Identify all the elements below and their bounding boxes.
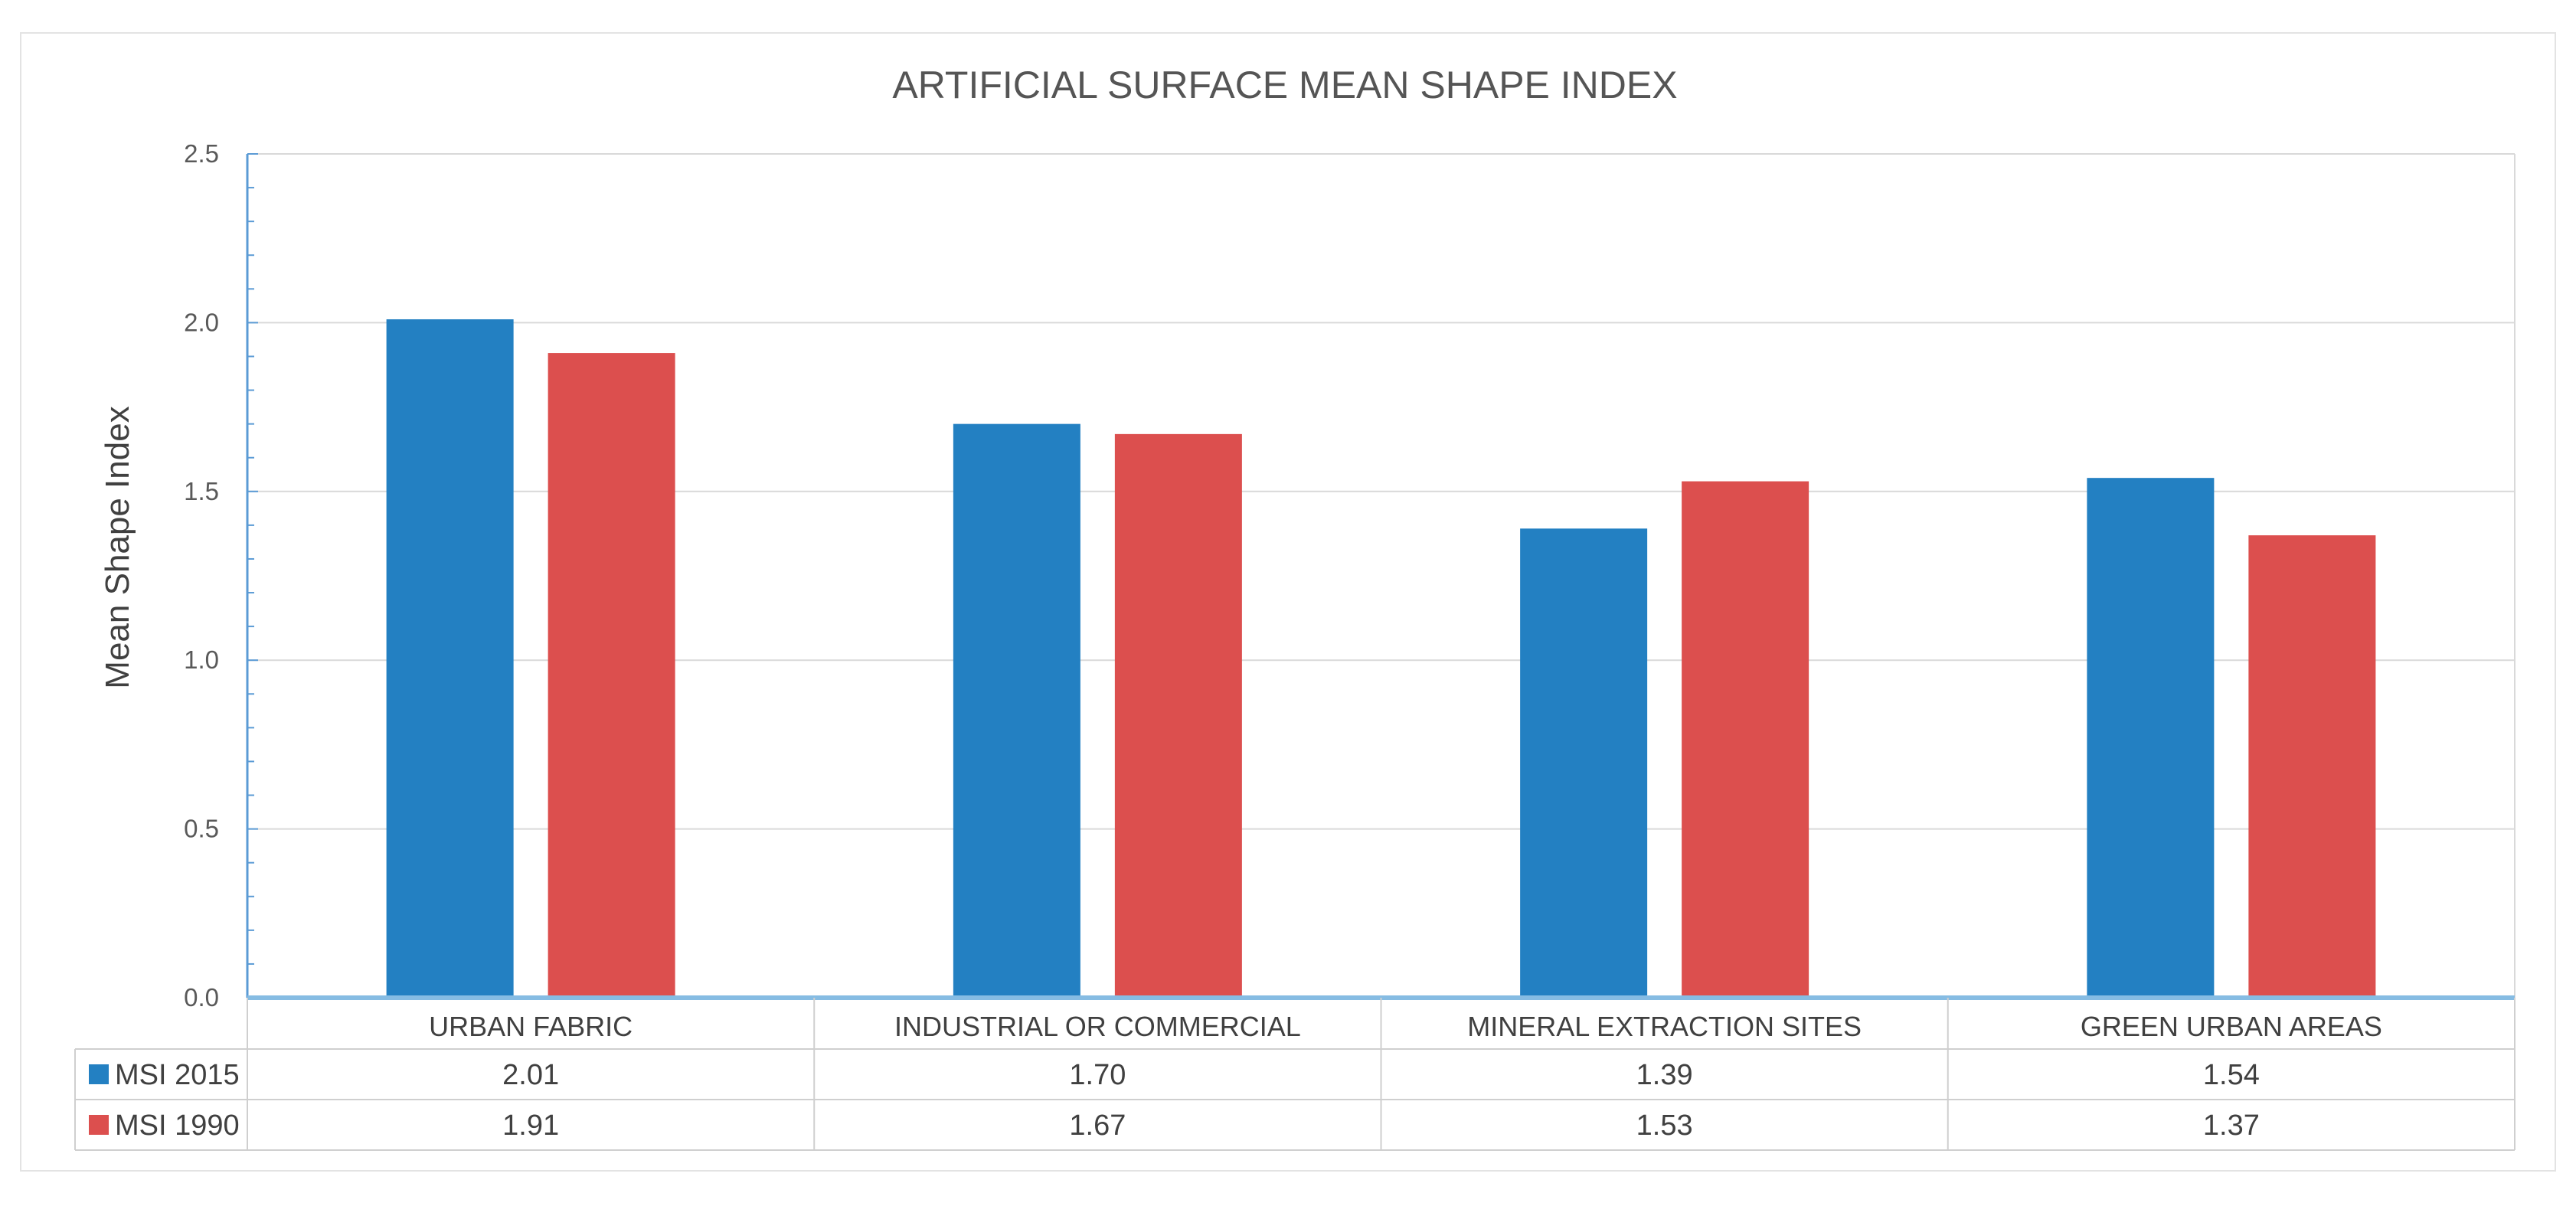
legend-swatch — [89, 1064, 109, 1084]
y-axis-label: Mean Shape Index — [99, 406, 136, 688]
data-label: 1.67 — [1069, 1110, 1126, 1142]
category-label: GREEN URBAN AREAS — [2081, 1011, 2382, 1042]
bar — [1682, 481, 1809, 998]
data-label: 1.54 — [2203, 1059, 2260, 1091]
legend-label: MSI 1990 — [115, 1110, 240, 1142]
bar — [548, 353, 675, 998]
bar — [2248, 535, 2376, 998]
y-tick-label: 1.5 — [184, 477, 219, 505]
category-label: INDUSTRIAL OR COMMERCIAL — [894, 1011, 1301, 1042]
bar — [1520, 528, 1648, 998]
category-label: MINERAL EXTRACTION SITES — [1467, 1011, 1862, 1042]
y-tick-label: 1.0 — [184, 645, 219, 674]
data-label: 2.01 — [502, 1059, 559, 1091]
bar — [2087, 478, 2215, 998]
data-label: 1.37 — [2203, 1110, 2260, 1142]
legend-label: MSI 2015 — [115, 1059, 240, 1091]
y-tick-label: 0.5 — [184, 815, 219, 843]
y-tick-label: 0.0 — [184, 983, 219, 1012]
data-label: 1.39 — [1636, 1059, 1693, 1091]
data-label: 1.53 — [1636, 1110, 1693, 1142]
category-label: URBAN FABRIC — [429, 1011, 633, 1042]
bar — [1114, 433, 1242, 998]
data-label: 1.91 — [502, 1110, 559, 1142]
chart-title: ARTIFICIAL SURFACE MEAN SHAPE INDEX — [892, 64, 1677, 106]
y-tick-label: 2.5 — [184, 139, 219, 168]
data-label: 1.70 — [1069, 1059, 1126, 1091]
bar — [953, 423, 1080, 998]
y-tick-label: 2.0 — [184, 308, 219, 336]
bar — [386, 319, 514, 998]
legend-swatch — [89, 1115, 109, 1135]
